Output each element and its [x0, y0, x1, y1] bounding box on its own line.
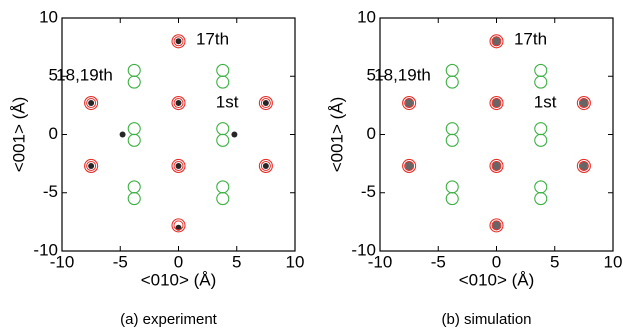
spot	[88, 100, 94, 106]
y-tick-label: -10	[351, 240, 376, 259]
annotation: 1st	[216, 93, 239, 112]
marker	[128, 134, 140, 146]
marker	[217, 123, 229, 135]
marker	[446, 134, 458, 146]
spot	[120, 132, 126, 138]
spot	[176, 163, 182, 169]
annotation: 18,19th	[56, 66, 113, 85]
spot	[263, 100, 269, 106]
annotation: 17th	[196, 30, 229, 49]
spot	[231, 132, 237, 138]
x-tick-label: 5	[550, 252, 559, 271]
annotation: 18,19th	[374, 66, 431, 85]
marker	[128, 64, 140, 76]
marker	[535, 181, 547, 193]
marker	[217, 76, 229, 88]
marker	[535, 64, 547, 76]
marker	[217, 193, 229, 205]
marker	[217, 181, 229, 193]
x-tick-label: 0	[174, 252, 183, 271]
y-tick-label: 10	[357, 7, 376, 26]
figure: -10 -5 0 5 10 -10 -5 0 5 10 <010> (Å) <001> (Å) (a) …	[0, 0, 623, 336]
marker	[446, 193, 458, 205]
marker	[446, 123, 458, 135]
marker	[217, 64, 229, 76]
marker	[446, 181, 458, 193]
x-axis-label: <010> (Å)	[459, 270, 535, 289]
x-tick-label: 10	[604, 252, 623, 271]
y-tick-label: -10	[33, 240, 58, 259]
plot-frame	[62, 18, 295, 251]
marker	[446, 76, 458, 88]
spot	[176, 38, 182, 44]
spot	[263, 163, 269, 169]
annotation: 17th	[514, 30, 547, 49]
plot-frame	[380, 18, 613, 251]
y-tick-label: 10	[39, 7, 58, 26]
y-tick-label: -5	[361, 182, 376, 201]
marker	[446, 64, 458, 76]
marker	[128, 123, 140, 135]
x-tick-label: -5	[431, 252, 446, 271]
marker	[535, 123, 547, 135]
y-tick-label: 0	[367, 124, 376, 143]
marker	[128, 76, 140, 88]
marker	[535, 193, 547, 205]
spot	[88, 163, 94, 169]
y-axis-label: <001> (Å)	[327, 97, 346, 173]
marker	[535, 134, 547, 146]
x-tick-label: 0	[492, 252, 501, 271]
marker	[128, 193, 140, 205]
caption: (b) simulation	[441, 311, 531, 328]
y-tick-label: -5	[43, 182, 58, 201]
x-tick-label: 10	[286, 252, 305, 271]
spot	[176, 100, 182, 106]
x-tick-label: -5	[113, 252, 128, 271]
y-axis-label: <001> (Å)	[9, 97, 28, 173]
annotation: 1st	[534, 93, 557, 112]
marker	[535, 76, 547, 88]
marker	[128, 181, 140, 193]
marker	[217, 134, 229, 146]
y-tick-label: 0	[49, 124, 58, 143]
x-axis-label: <010> (Å)	[141, 270, 217, 289]
caption: (a) experiment	[120, 311, 218, 328]
x-tick-label: 5	[232, 252, 241, 271]
